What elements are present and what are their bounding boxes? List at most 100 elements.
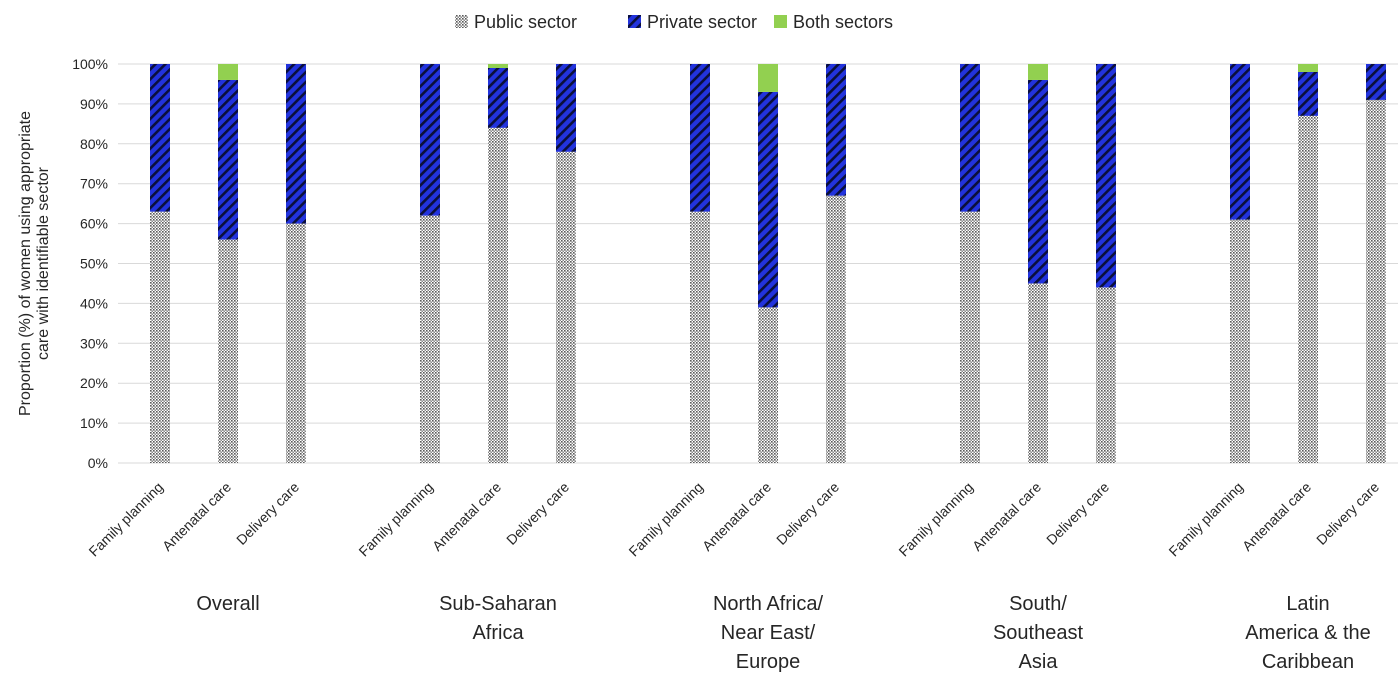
group-label-line: South/ [1009,593,1067,615]
bar-sub-saharan-africa-delivery-care-private-sector [556,64,576,152]
group-label-line: Africa [472,622,524,644]
group-label-sub-saharan-africa: Sub-Saharan Africa [439,593,557,644]
legend-swatch-both-sectors [774,15,787,28]
bar-north-africa-near-east-europe-antenatal-care-both-sectors [758,64,778,92]
group-label-line: North Africa/ [713,593,823,615]
group-label-line: Sub-Saharan [439,593,557,615]
bar-sub-saharan-africa-antenatal-care-private-sector [488,67,508,128]
y-axis-title-line: care with identifiable sector [35,166,52,360]
y-tick-label-70: 70% [80,176,108,192]
bar-south-southeast-asia-family-planning-public-sector [960,211,980,463]
y-axis-title-line: Proportion (%) of women using appropriat… [17,111,34,416]
x-tick-label-delivery-care: Delivery care [503,479,572,548]
bar-group-latin-america-the-caribbean [1230,64,1386,464]
bar-latin-america-the-caribbean-family-planning-public-sector [1230,219,1250,463]
bar-sub-saharan-africa-family-planning-private-sector [420,64,440,216]
y-tick-label-60: 60% [80,216,108,232]
x-tick-label-antenatal-care: Antenatal care [969,479,1044,554]
legend-label-both-sectors: Both sectors [793,12,893,32]
bar-north-africa-near-east-europe-antenatal-care-private-sector [758,91,778,308]
x-tick-label-family-planning: Family planning [85,479,166,560]
y-axis: 0% 10% 20% 30% 40% 50% 60% 70% 80% 90% 100% [72,56,108,471]
group-label-south-southeast-asia: South/Southeast Asia [993,593,1084,673]
x-tick-label-family-planning: Family planning [625,479,706,560]
x-tick-label-delivery-care: Delivery care [773,479,842,548]
x-tick-label-delivery-care: Delivery care [1313,479,1382,548]
x-tick-label-antenatal-care: Antenatal care [159,479,234,554]
legend: Public sector Private sector Both sectors [455,12,893,32]
bar-overall-antenatal-care-public-sector [218,239,238,463]
bar-north-africa-near-east-europe-antenatal-care-public-sector [758,307,778,463]
bar-south-southeast-asia-delivery-care-public-sector [1096,287,1116,463]
x-tick-label-delivery-care: Delivery care [233,479,302,548]
group-label-latin-america-the-caribbean: Latin America & the Caribbean [1245,593,1371,673]
group-label-north-africa-near-east-europe: North Africa/Near East/Europe [713,593,823,673]
group-label-line: Europe [736,651,801,673]
bar-sub-saharan-africa-delivery-care-public-sector [556,151,576,463]
bar-group-sub-saharan-africa [420,64,576,463]
bar-group-north-africa-near-east-europe [690,64,846,464]
y-tick-label-20: 20% [80,375,108,391]
group-label-line: Near East/ [721,622,816,644]
bar-latin-america-the-caribbean-antenatal-care-both-sectors [1298,64,1318,72]
y-tick-label-80: 80% [80,136,108,152]
x-tick-label-antenatal-care: Antenatal care [429,479,504,554]
x-tick-label-family-planning: Family planning [1165,479,1246,560]
bar-south-southeast-asia-delivery-care-private-sector [1096,64,1116,288]
y-tick-label-50: 50% [80,256,108,272]
bar-sub-saharan-africa-antenatal-care-both-sectors [488,64,508,68]
legend-label-public-sector: Public sector [474,12,577,32]
group-label-line: Caribbean [1262,651,1354,673]
bar-overall-family-planning-private-sector [150,64,170,212]
bar-north-africa-near-east-europe-family-planning-private-sector [690,64,710,212]
y-axis-title: Proportion (%) of women using appropriat… [17,111,52,416]
x-tick-label-delivery-care: Delivery care [1043,479,1112,548]
bar-south-southeast-asia-family-planning-private-sector [960,64,980,212]
y-tick-label-40: 40% [80,295,108,311]
bar-group-south-southeast-asia [960,64,1116,463]
bar-sub-saharan-africa-family-planning-public-sector [420,215,440,463]
bar-overall-delivery-care-public-sector [286,223,306,463]
bar-sub-saharan-africa-antenatal-care-public-sector [488,127,508,463]
bar-south-southeast-asia-antenatal-care-private-sector [1028,79,1048,284]
bar-latin-america-the-caribbean-family-planning-private-sector [1230,64,1250,220]
x-tick-label-family-planning: Family planning [895,479,976,560]
legend-item-public-sector: Public sector [455,12,577,32]
legend-label-private-sector: Private sector [647,12,757,32]
group-label-line: Southeast [993,622,1084,644]
bar-south-southeast-asia-antenatal-care-both-sectors [1028,64,1048,80]
bar-overall-family-planning-public-sector [150,211,170,463]
y-tick-label-0: 0% [88,455,108,471]
bars [150,64,1386,464]
bar-latin-america-the-caribbean-antenatal-care-public-sector [1298,115,1318,464]
legend-item-both-sectors: Both sectors [774,12,893,32]
bar-overall-antenatal-care-private-sector [218,79,238,240]
bar-north-africa-near-east-europe-delivery-care-public-sector [826,195,846,464]
x-tick-label-antenatal-care: Antenatal care [1239,479,1314,554]
bar-latin-america-the-caribbean-antenatal-care-private-sector [1298,71,1318,116]
y-tick-label-10: 10% [80,415,108,431]
y-tick-label-100: 100% [72,56,108,72]
group-label-line: Asia [1019,651,1059,673]
bar-south-southeast-asia-antenatal-care-public-sector [1028,283,1048,463]
legend-swatch-public-sector [455,15,468,28]
y-tick-label-30: 30% [80,335,108,351]
bar-north-africa-near-east-europe-delivery-care-private-sector [826,64,846,196]
bar-latin-america-the-caribbean-delivery-care-public-sector [1366,99,1386,463]
bar-north-africa-near-east-europe-family-planning-public-sector [690,211,710,463]
group-label-line: Overall [196,593,259,615]
bar-group-overall [150,64,306,463]
group-label-overall: Overall [196,593,259,615]
group-label-line: Latin [1286,593,1329,615]
legend-item-private-sector: Private sector [628,12,757,32]
bar-overall-delivery-care-private-sector [286,64,306,224]
x-tick-label-family-planning: Family planning [355,479,436,560]
bar-overall-antenatal-care-both-sectors [218,64,238,80]
bar-latin-america-the-caribbean-delivery-care-private-sector [1366,64,1386,100]
legend-swatch-private-sector [628,15,641,28]
group-label-line: America & the [1245,622,1371,644]
x-tick-label-antenatal-care: Antenatal care [699,479,774,554]
y-tick-label-90: 90% [80,96,108,112]
